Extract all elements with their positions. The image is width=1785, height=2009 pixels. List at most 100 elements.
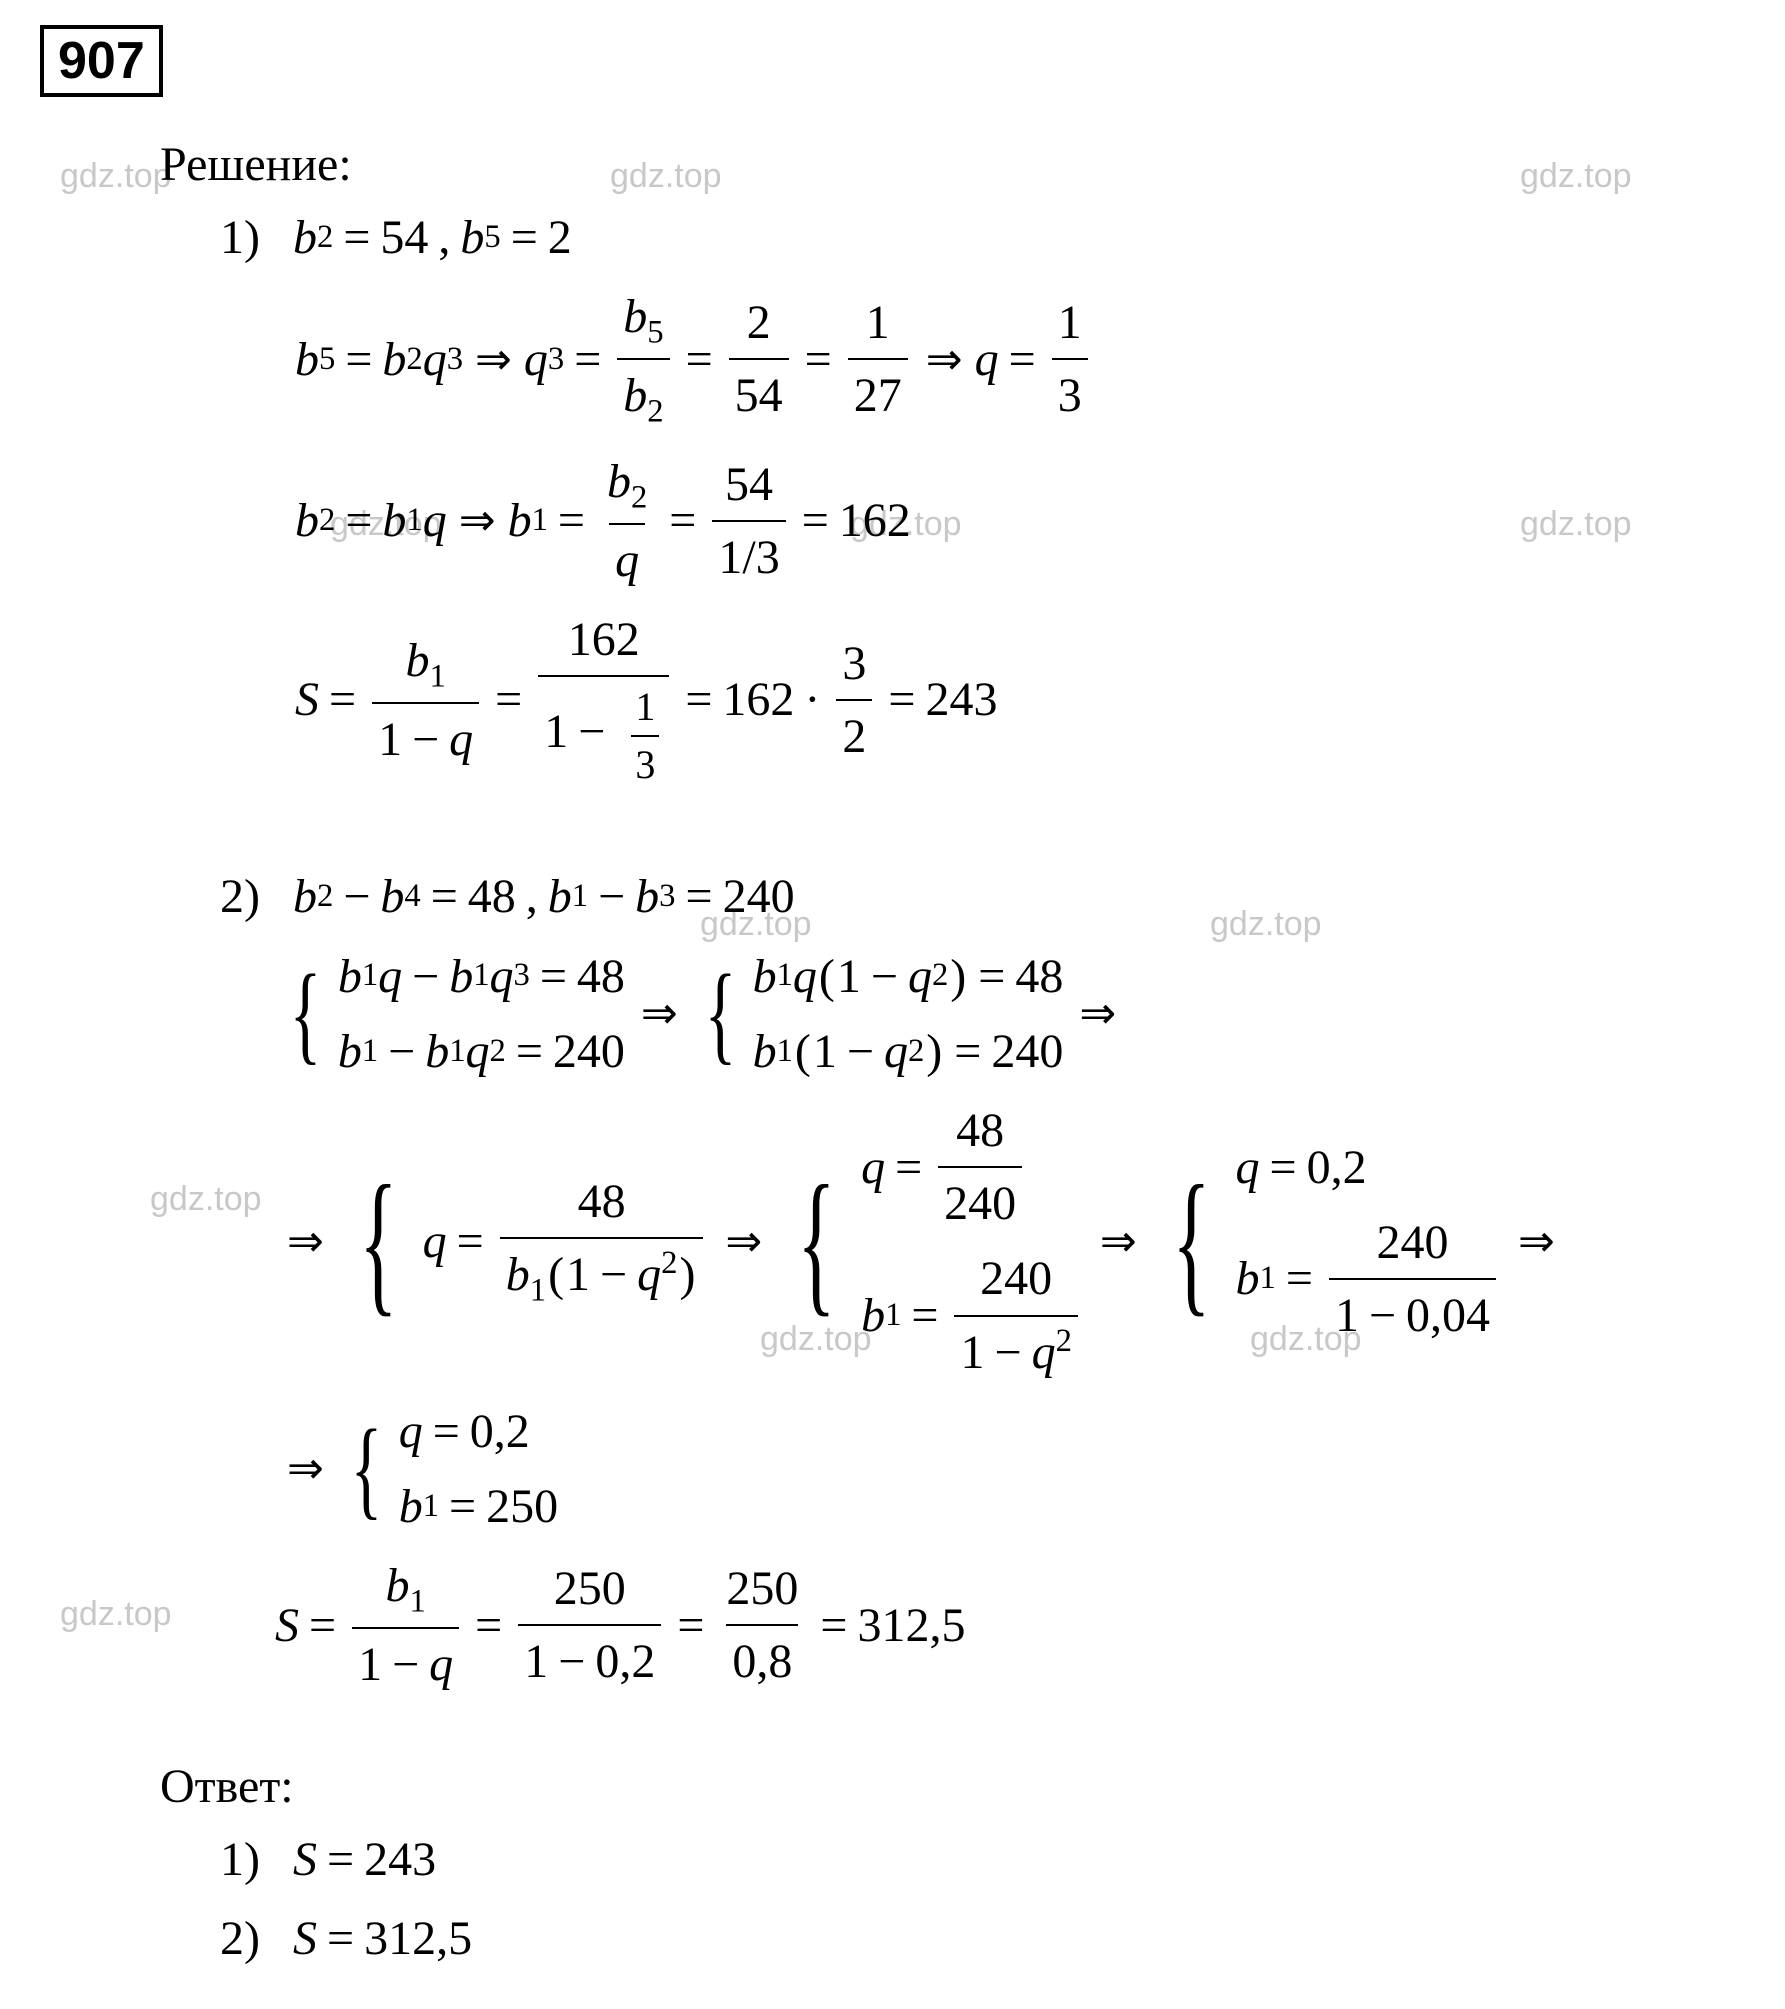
sub: 1 <box>532 498 548 544</box>
sub: 3 <box>659 874 675 920</box>
den: 3 <box>631 735 659 793</box>
var: q <box>423 1208 447 1275</box>
fraction: 2 54 <box>729 289 789 429</box>
var: b <box>295 487 319 554</box>
sub: 1 <box>530 1273 546 1309</box>
num: 54 <box>719 451 779 520</box>
sub: 1 <box>777 953 793 999</box>
lit: 240 <box>723 863 795 930</box>
var: q <box>490 943 514 1010</box>
sub: 1 <box>409 1584 425 1620</box>
sup: 3 <box>514 953 530 999</box>
var: S <box>295 666 319 733</box>
fraction: 1 3 <box>1052 289 1088 429</box>
fraction: b2 q <box>601 448 653 594</box>
lit: 48 <box>577 943 625 1010</box>
num: 250 <box>720 1555 804 1624</box>
fraction: 250 0,8 <box>720 1555 804 1695</box>
part1-number: 1) <box>220 204 275 271</box>
var: b <box>623 369 647 422</box>
var: q <box>378 943 402 1010</box>
lit: 1 <box>524 1635 548 1688</box>
fraction: b5 b2 <box>617 283 669 436</box>
var: b <box>449 943 473 1010</box>
fraction: 250 1−0,2 <box>518 1555 661 1695</box>
sup: 3 <box>447 337 463 383</box>
var: b <box>338 943 362 1010</box>
num: 2 <box>741 289 777 358</box>
b5-sub: 5 <box>484 215 500 261</box>
var: q <box>399 1398 423 1465</box>
fraction: 240 1−0,04 <box>1329 1209 1496 1349</box>
result: 312,5 <box>857 1592 965 1659</box>
watermark: gdz.top <box>60 1595 172 1634</box>
num: 1 <box>1052 289 1088 358</box>
solution-part-1: 1) b2 =54, b5 =2 b5 = b2q3 ⇒ q3 = b5 b2 … <box>220 204 1745 793</box>
fraction: 48 240 <box>938 1097 1022 1237</box>
b2-sub: 2 <box>317 215 333 261</box>
answers: 1) S=243 2) S=312,5 <box>220 1826 1745 1972</box>
sub: 1 <box>406 498 422 544</box>
result: 162 <box>839 487 911 554</box>
den: 54 <box>729 358 789 429</box>
den: 1/3 <box>712 520 785 591</box>
b5-var: b <box>460 204 484 271</box>
sub: 1 <box>429 658 445 694</box>
var: b <box>405 634 429 687</box>
var: b <box>425 1018 449 1085</box>
var: b <box>607 455 631 508</box>
sub: 1 <box>885 1293 901 1339</box>
sub: 5 <box>647 315 663 351</box>
sup: 2 <box>490 1029 506 1075</box>
lit: 48 <box>468 863 516 930</box>
var: b <box>506 1248 530 1301</box>
problem-number-box: 907 <box>40 25 163 97</box>
sup: 2 <box>932 953 948 999</box>
num: 3 <box>836 630 872 699</box>
var: b <box>293 863 317 930</box>
system-4: { q= 48 240 b1= 240 1−q2 <box>778 1097 1084 1386</box>
var: b <box>635 863 659 930</box>
sub: 4 <box>404 874 420 920</box>
b2-var: b <box>293 204 317 271</box>
lit: 1 <box>837 943 861 1010</box>
var: S <box>293 1826 317 1893</box>
fraction: 1 3 <box>631 679 659 793</box>
num: 48 <box>950 1097 1010 1166</box>
var: q <box>861 1134 885 1201</box>
fraction: 240 1−q2 <box>954 1245 1077 1385</box>
var: b <box>382 326 406 393</box>
b2-val: 54 <box>380 204 428 271</box>
system-6: { q=0,2 b1=250 <box>340 1398 558 1540</box>
var: q <box>615 534 639 587</box>
var: q <box>423 487 447 554</box>
system-1: { b1q−b1q3=48 b1−b1q2=240 <box>279 943 625 1085</box>
sup: 2 <box>908 1029 924 1075</box>
sub: 2 <box>406 337 422 383</box>
num: 48 <box>572 1168 632 1237</box>
lit: 0,04 <box>1406 1289 1490 1342</box>
lit: 250 <box>486 1473 558 1540</box>
system-2: { b1q(1−q2)=48 b1(1−q2)=240 <box>694 943 1064 1085</box>
var: b <box>385 1559 409 1612</box>
sub: 1 <box>572 874 588 920</box>
solution-label: Решение: <box>160 137 1745 192</box>
sup: 2 <box>1056 1323 1072 1359</box>
answer2-number: 2) <box>220 1905 275 1972</box>
answer1-number: 1) <box>220 1826 275 1893</box>
var: q <box>466 1018 490 1085</box>
lit: 240 <box>553 1018 625 1085</box>
sub: 1 <box>423 1484 439 1530</box>
lit: 0,2 <box>470 1398 530 1465</box>
b5-val: 2 <box>548 204 572 271</box>
var: b <box>338 1018 362 1085</box>
fraction: 3 2 <box>836 630 872 770</box>
sub: 1 <box>777 1029 793 1075</box>
num: 1 <box>631 679 659 735</box>
var: q <box>449 713 473 766</box>
var: b <box>623 290 647 343</box>
var: S <box>293 1905 317 1972</box>
lit: 1 <box>358 1638 382 1691</box>
var: q <box>975 326 999 393</box>
sub: 2 <box>631 479 647 515</box>
